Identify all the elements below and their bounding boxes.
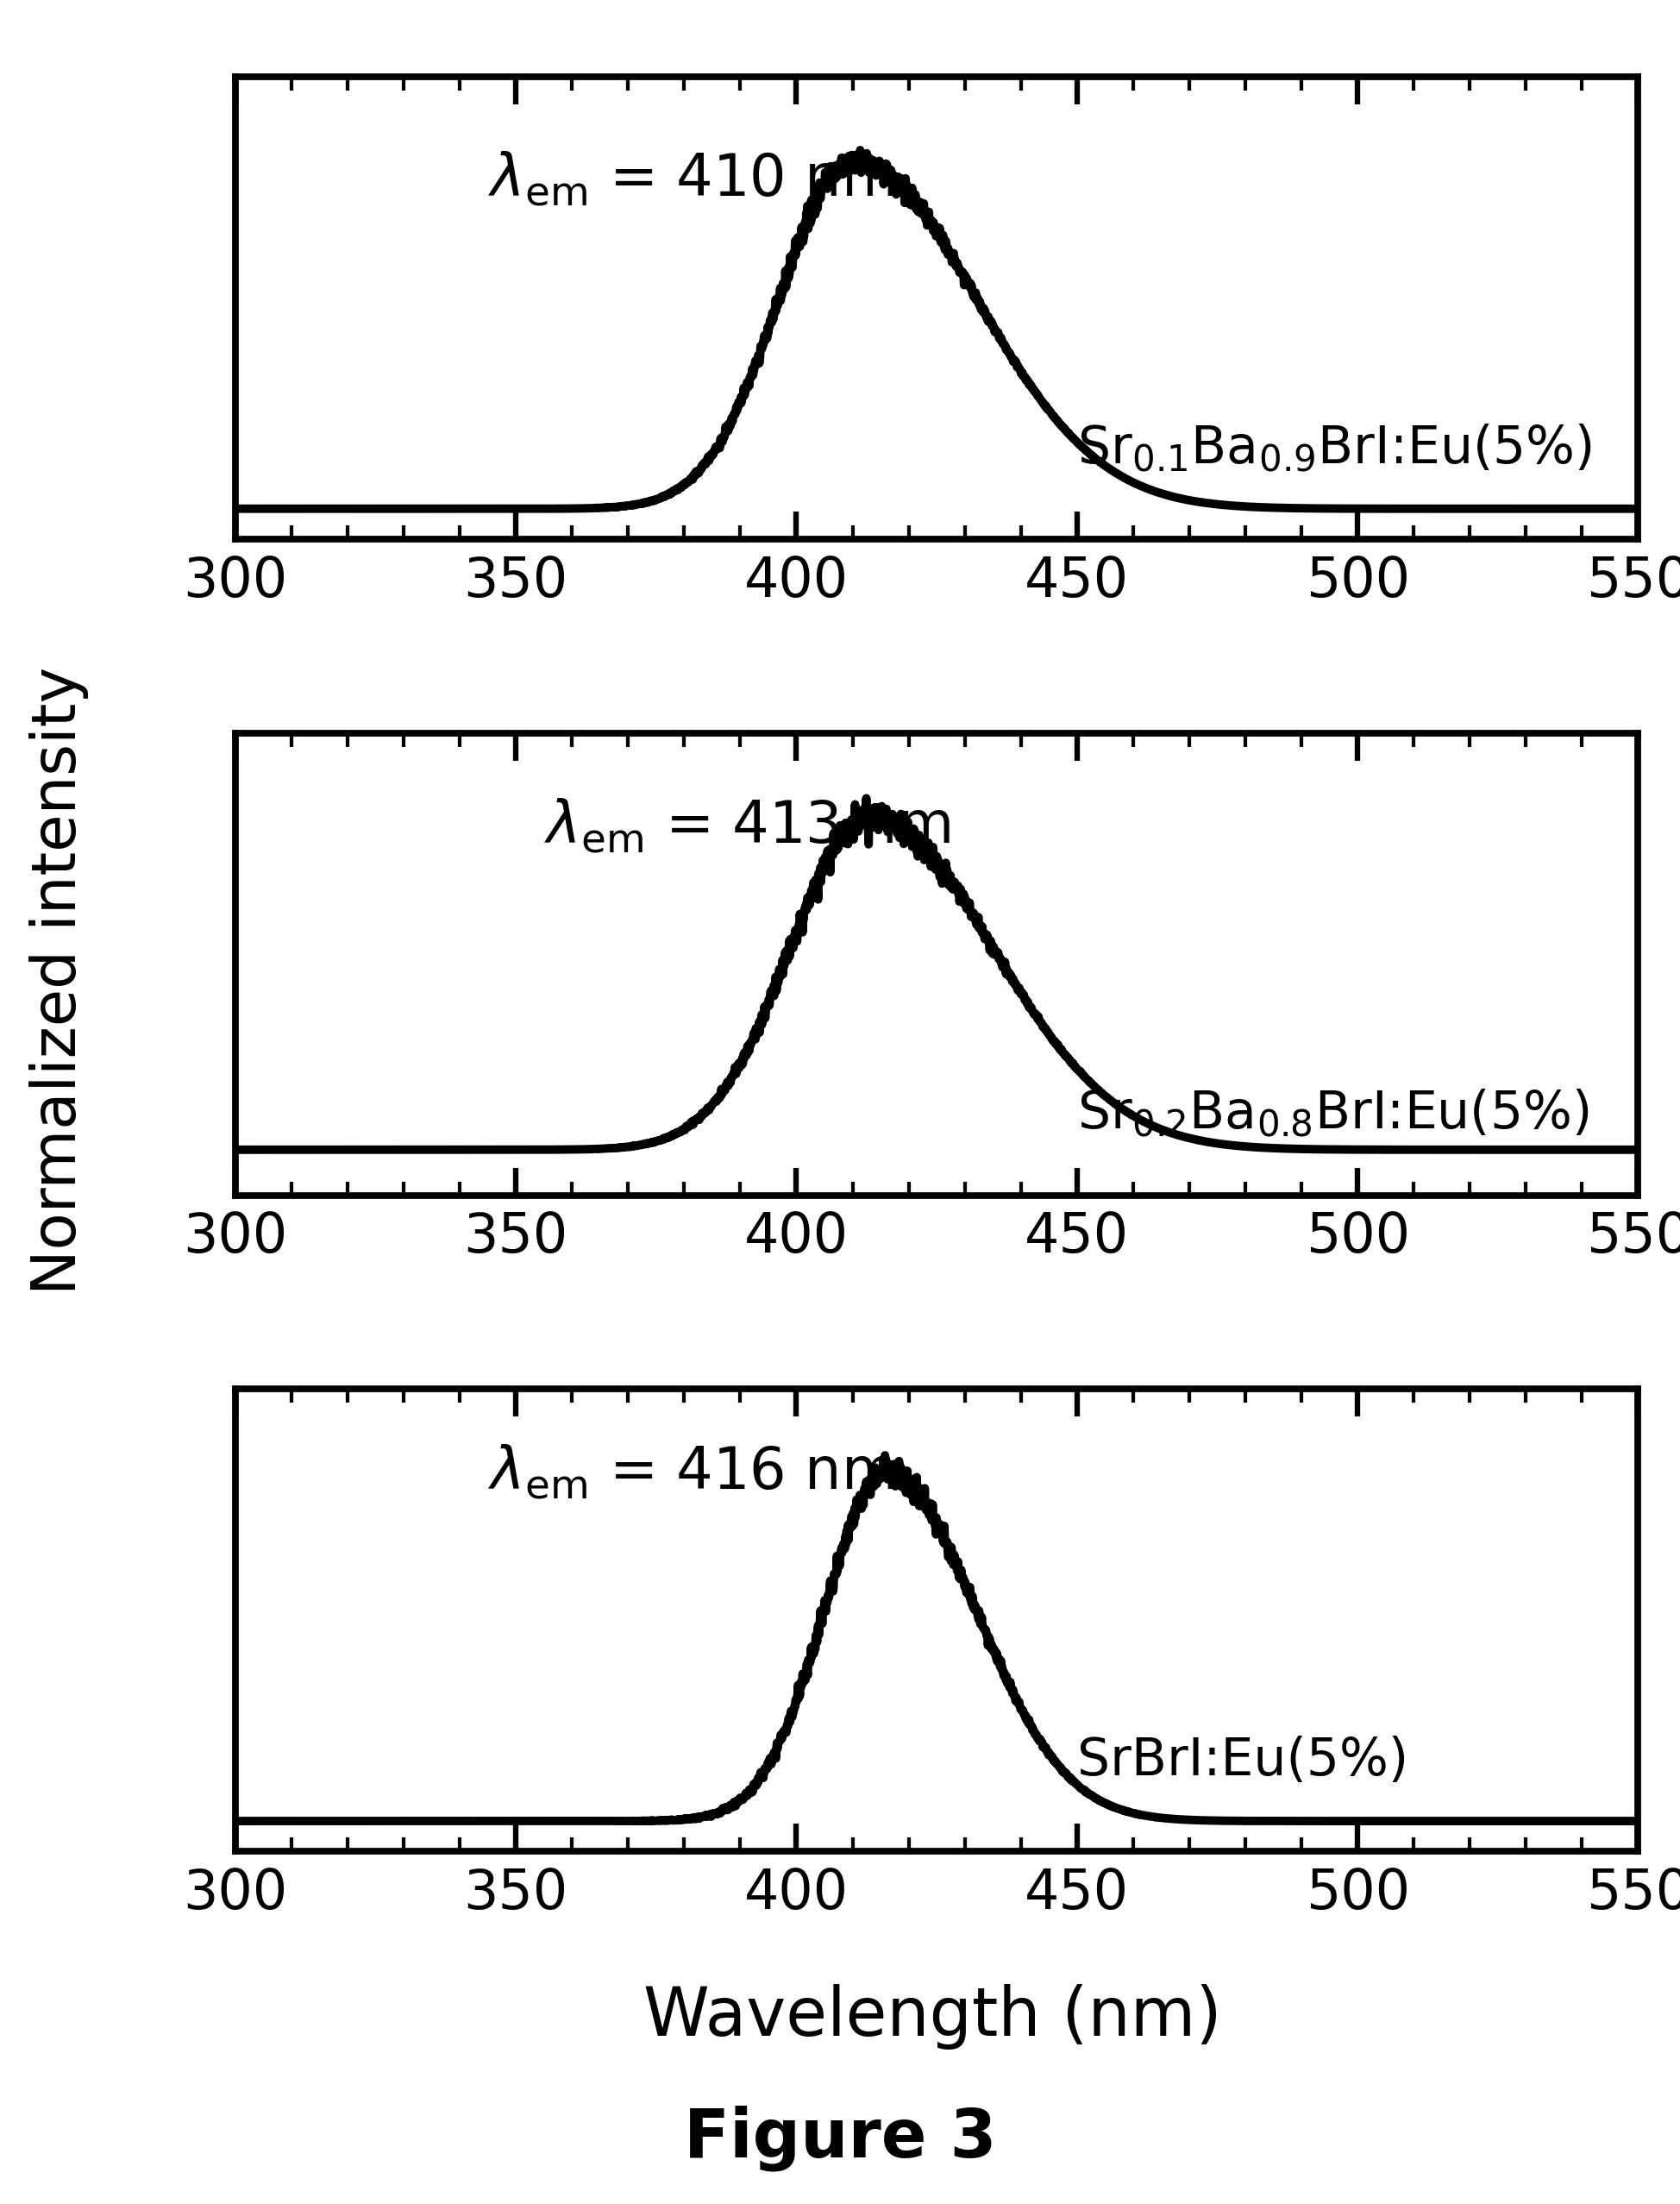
Text: Sr$_{0.2}$Ba$_{0.8}$BrI:Eu(5%): Sr$_{0.2}$Ba$_{0.8}$BrI:Eu(5%) <box>1077 1089 1589 1139</box>
Text: $\lambda_{\rm em}$ = 416 nm: $\lambda_{\rm em}$ = 416 nm <box>487 1444 894 1501</box>
Text: $\lambda_{\rm em}$ = 413 nm: $\lambda_{\rm em}$ = 413 nm <box>544 796 949 855</box>
Text: Wavelength (nm): Wavelength (nm) <box>643 1984 1221 2050</box>
Text: SrBrI:Eu(5%): SrBrI:Eu(5%) <box>1077 1737 1408 1787</box>
Text: Normalized intensity: Normalized intensity <box>29 666 89 1296</box>
Text: Figure 3: Figure 3 <box>684 2105 996 2171</box>
Text: Sr$_{0.1}$Ba$_{0.9}$BrI:Eu(5%): Sr$_{0.1}$Ba$_{0.9}$BrI:Eu(5%) <box>1077 423 1593 474</box>
Text: $\lambda_{\rm em}$ = 410 nm: $\lambda_{\rm em}$ = 410 nm <box>487 150 894 207</box>
